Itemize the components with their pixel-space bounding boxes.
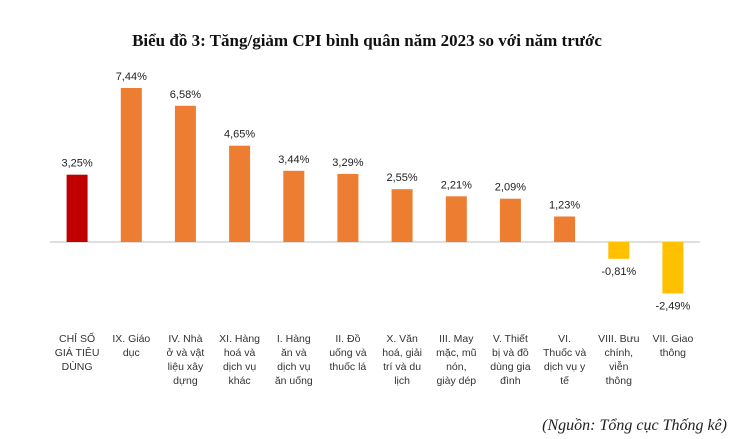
category-label: III. May mặc, mũ nón, giày dép [436,333,476,387]
data-label: 6,58% [170,89,201,101]
data-label: 1,23% [549,200,580,212]
bar [174,105,196,242]
bar [445,196,467,242]
data-label: 2,55% [386,172,417,184]
data-label: 7,44% [116,71,147,83]
data-label: -0,81% [601,266,636,278]
data-label: 3,25% [61,158,92,170]
category-label: VIII. Bưu chính, viễn thông [598,333,640,387]
category-label: CHỈ SỐ GIÁ TIÊU DÙNG [55,331,100,373]
category-label: V. Thiết bị và đồ dùng gia đình [490,333,530,387]
category-label: VII. Giao thông [652,333,693,359]
category-label: I. Hàng ăn và dịch vụ ăn uống [275,333,313,387]
category-label: II. Đồ uống và thuốc lá [329,333,367,373]
bar [499,198,521,242]
data-label: 2,09% [495,182,526,194]
data-label: 2,21% [441,179,472,191]
data-label: 3,44% [278,154,309,166]
data-label: 4,65% [224,129,255,141]
bar [120,88,142,242]
bar [283,170,305,242]
bar [229,145,251,242]
bar [66,174,88,242]
category-label: X. Văn hoá, giải trí và du lịch [382,333,422,387]
plot-area: 3,25% CHỈ SỐ GIÁ TIÊU DÙNG 7,44% IX. Giáo dục 6… [50,71,700,387]
category-label: IV. Nhà ở và vật liệu xây dựng [166,333,204,387]
data-label: -2,49% [655,301,690,313]
bar [337,173,359,242]
data-label: 3,29% [332,157,363,169]
category-label: VI. Thuốc và dịch vụ y tế [543,333,586,387]
category-label: IX. Giáo dục [112,333,150,359]
category-label: XI. Hàng hoá và dịch vụ khác [219,333,260,387]
bar [608,242,630,259]
chart-title: Biểu đồ 3: Tăng/giảm CPI bình quân năm 2… [132,31,602,50]
bar [391,189,413,242]
source-note: (Nguồn: Tổng cục Thống kê) [542,417,727,434]
bar [554,216,576,242]
bar [662,242,684,294]
